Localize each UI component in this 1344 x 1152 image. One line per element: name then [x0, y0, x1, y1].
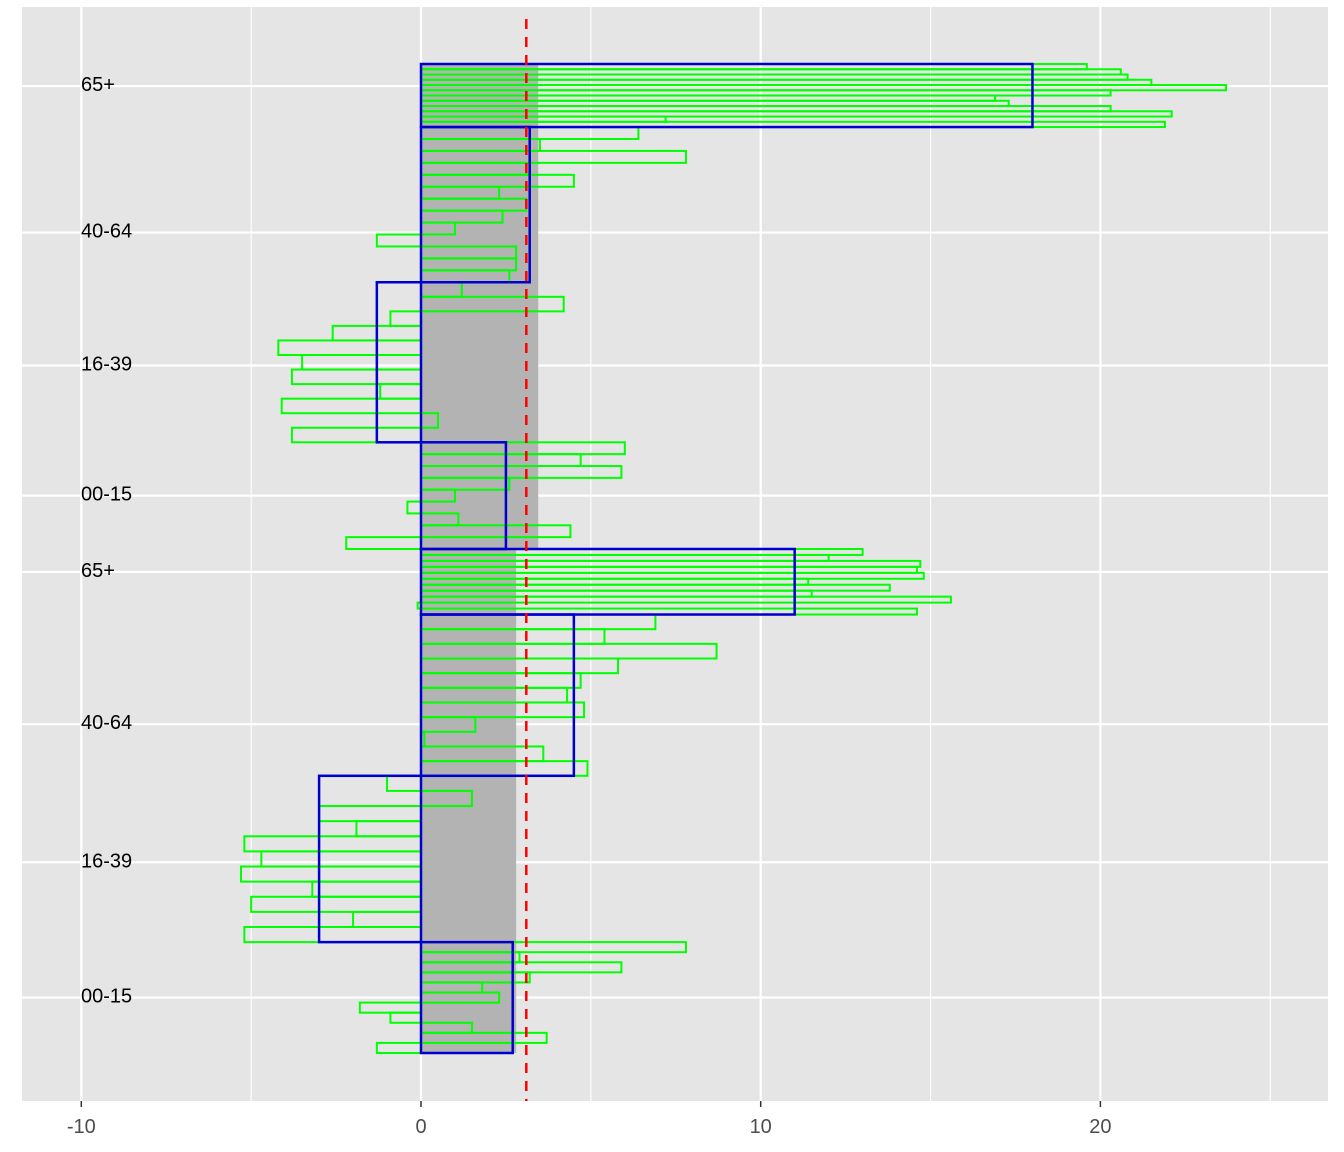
x-tick-label: 10: [750, 1116, 772, 1138]
group-mean-bar: [419, 62, 1034, 129]
group-label: 65+: [81, 74, 115, 96]
overall-mean-band: [421, 549, 517, 1053]
group-label: 00-15: [81, 986, 132, 1008]
group-labels: 65+ 40-64 16-39 00-15 65+ 40-64 16-39 00-15: [81, 74, 132, 1007]
overall-mean-bands: [421, 64, 539, 1053]
group-label: 16-39: [81, 353, 132, 375]
group-mean-bar: [375, 281, 423, 444]
group-label: 40-64: [81, 712, 132, 734]
x-axis: -10 0 10 20: [67, 1101, 1112, 1138]
group-label: 65+: [81, 560, 115, 582]
x-tick-label: -10: [67, 1116, 96, 1138]
group-mean-bar: [419, 940, 514, 1055]
group-mean-bar: [419, 613, 576, 778]
group-label: 40-64: [81, 221, 132, 243]
x-tick-label: 0: [415, 1116, 426, 1138]
group-label: 00-15: [81, 484, 132, 506]
overall-mean-band: [421, 64, 539, 549]
x-tick-label: 20: [1089, 1116, 1111, 1138]
group-label: 16-39: [81, 850, 132, 872]
group-mean-bar: [419, 125, 531, 284]
group-mean-bar: [317, 774, 423, 944]
group-mean-bars: [317, 62, 1034, 1055]
group-mean-bar: [419, 547, 796, 616]
